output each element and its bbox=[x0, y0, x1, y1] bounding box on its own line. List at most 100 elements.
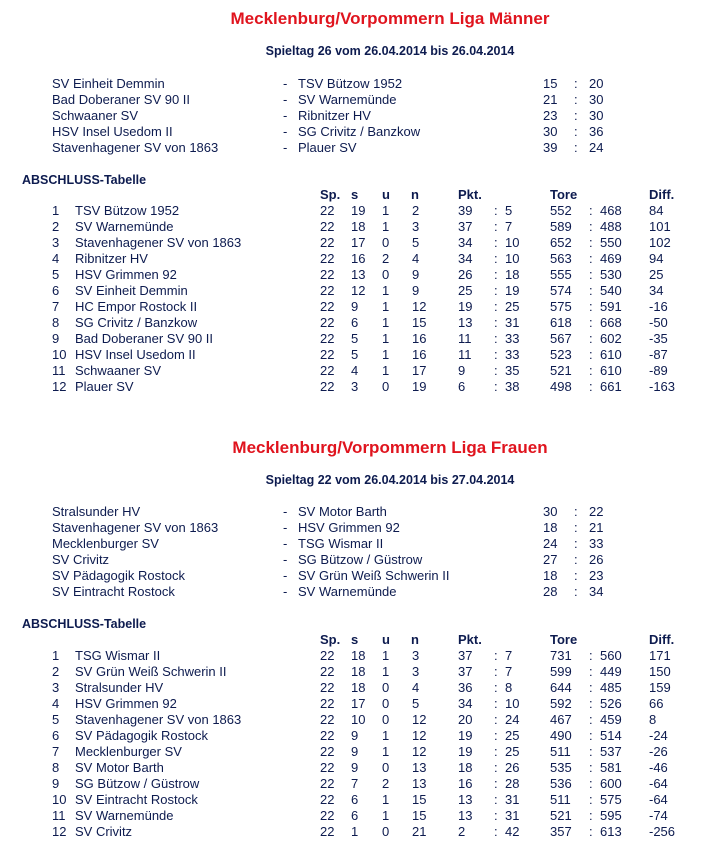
table-colon: : bbox=[494, 299, 498, 314]
table-cell-tm: 485 bbox=[600, 680, 622, 695]
table-cell-sp: 22 bbox=[320, 664, 335, 679]
table-cell-diff: -64 bbox=[649, 776, 668, 791]
table-colon: : bbox=[589, 664, 593, 679]
table-colon: : bbox=[494, 792, 498, 807]
table-cell-n: 4 bbox=[412, 680, 420, 695]
match-home-score: 28 bbox=[543, 584, 558, 599]
table-cell-rank: 4 bbox=[52, 696, 60, 711]
table-cell-diff: 171 bbox=[649, 648, 671, 663]
table-cell-pp: 37 bbox=[458, 648, 473, 663]
table-colon: : bbox=[494, 267, 498, 282]
table-cell-u: 0 bbox=[382, 680, 390, 695]
table-colon: : bbox=[494, 696, 498, 711]
table-colon: : bbox=[494, 808, 498, 823]
table-cell-pm: 19 bbox=[505, 283, 520, 298]
table-cell-tp: 521 bbox=[550, 808, 572, 823]
table-colon: : bbox=[589, 251, 593, 266]
table-cell-tp: 555 bbox=[550, 267, 572, 282]
table-cell-u: 2 bbox=[382, 776, 390, 791]
table-cell-tp: 523 bbox=[550, 347, 572, 362]
column-header-pkt: Pkt. bbox=[458, 632, 482, 647]
table-colon: : bbox=[589, 696, 593, 711]
table-cell-team: Mecklenburger SV bbox=[75, 744, 182, 759]
table-cell-diff: -89 bbox=[649, 363, 668, 378]
table-cell-u: 1 bbox=[382, 283, 390, 298]
table-cell-team: HSV Grimmen 92 bbox=[75, 267, 177, 282]
table-cell-pp: 34 bbox=[458, 696, 473, 711]
match-colon: : bbox=[574, 552, 578, 567]
table-cell-rank: 9 bbox=[52, 776, 60, 791]
table-cell-team: Stralsunder HV bbox=[75, 680, 164, 695]
table-cell-team: TSG Wismar II bbox=[75, 648, 161, 663]
table-cell-sp: 22 bbox=[320, 728, 335, 743]
table-cell-tm: 468 bbox=[600, 203, 622, 218]
match-dash: - bbox=[283, 584, 288, 599]
table-colon: : bbox=[494, 728, 498, 743]
match-away-score: 34 bbox=[589, 584, 604, 599]
table-cell-tp: 521 bbox=[550, 363, 572, 378]
table-colon: : bbox=[589, 315, 593, 330]
match-away-score: 33 bbox=[589, 536, 604, 551]
table-cell-u: 0 bbox=[382, 712, 390, 727]
match-colon: : bbox=[574, 140, 578, 155]
column-header-diff: Diff. bbox=[649, 632, 675, 647]
table-cell-rank: 8 bbox=[52, 760, 60, 775]
table-colon: : bbox=[589, 235, 593, 250]
table-cell-pp: 20 bbox=[458, 712, 473, 727]
table-cell-pp: 2 bbox=[458, 824, 466, 839]
table-cell-pp: 18 bbox=[458, 760, 473, 775]
table-cell-team: SG Crivitz / Banzkow bbox=[75, 315, 198, 330]
table-cell-pp: 9 bbox=[458, 363, 466, 378]
table-cell-rank: 6 bbox=[52, 283, 60, 298]
match-home-score: 24 bbox=[543, 536, 558, 551]
table-cell-team: SG Bützow / Güstrow bbox=[75, 776, 200, 791]
table-colon: : bbox=[589, 712, 593, 727]
table-cell-team: HC Empor Rostock II bbox=[75, 299, 198, 314]
table-colon: : bbox=[589, 267, 593, 282]
table-cell-team: SV Warnemünde bbox=[75, 808, 174, 823]
table-cell-pp: 36 bbox=[458, 680, 473, 695]
table-cell-sp: 22 bbox=[320, 347, 335, 362]
table-cell-pp: 16 bbox=[458, 776, 473, 791]
table-cell-pm: 31 bbox=[505, 808, 520, 823]
table-colon: : bbox=[589, 776, 593, 791]
table-title: ABSCHLUSS-Tabelle bbox=[22, 173, 147, 187]
column-header-u: u bbox=[382, 632, 390, 647]
table-cell-diff: -74 bbox=[649, 808, 668, 823]
match-dash: - bbox=[283, 108, 288, 123]
table-cell-team: Schwaaner SV bbox=[75, 363, 161, 378]
match-dash: - bbox=[283, 536, 288, 551]
table-cell-sp: 22 bbox=[320, 824, 335, 839]
table-cell-diff: 102 bbox=[649, 235, 671, 250]
table-cell-tm: 600 bbox=[600, 776, 622, 791]
table-cell-diff: 8 bbox=[649, 712, 657, 727]
table-cell-u: 1 bbox=[382, 347, 390, 362]
table-cell-n: 21 bbox=[412, 824, 427, 839]
table-cell-team: SV Motor Barth bbox=[75, 760, 164, 775]
table-colon: : bbox=[494, 315, 498, 330]
table-cell-sp: 22 bbox=[320, 363, 335, 378]
table-cell-tp: 511 bbox=[550, 792, 571, 807]
table-cell-pp: 19 bbox=[458, 299, 473, 314]
column-header-u: u bbox=[382, 187, 390, 202]
table-cell-diff: -163 bbox=[649, 379, 676, 394]
table-cell-pm: 25 bbox=[505, 728, 520, 743]
match-colon: : bbox=[574, 124, 578, 139]
table-cell-sp: 22 bbox=[320, 299, 335, 314]
table-cell-tm: 514 bbox=[600, 728, 622, 743]
table-cell-pp: 13 bbox=[458, 315, 473, 330]
table-cell-tm: 668 bbox=[600, 315, 622, 330]
match-colon: : bbox=[574, 92, 578, 107]
table-cell-diff: 34 bbox=[649, 283, 664, 298]
table-cell-pp: 11 bbox=[458, 347, 472, 362]
table-cell-s: 17 bbox=[351, 235, 366, 250]
match-home-score: 30 bbox=[543, 504, 558, 519]
table-cell-u: 0 bbox=[382, 379, 390, 394]
table-cell-pm: 42 bbox=[505, 824, 520, 839]
table-cell-diff: 94 bbox=[649, 251, 664, 266]
table-cell-s: 19 bbox=[351, 203, 366, 218]
table-cell-n: 3 bbox=[412, 648, 420, 663]
table-cell-diff: -64 bbox=[649, 792, 668, 807]
table-colon: : bbox=[494, 744, 498, 759]
match-home-team: SV Pädagogik Rostock bbox=[52, 568, 185, 583]
